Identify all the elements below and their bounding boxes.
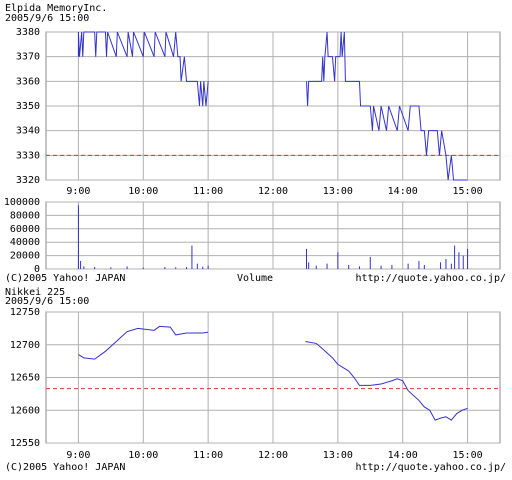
- volume-bar: [407, 263, 409, 269]
- x-tick-label: 14:00: [388, 450, 418, 461]
- volume-bar: [306, 248, 308, 269]
- price-line: [78, 325, 209, 360]
- x-tick-label: 9:00: [66, 450, 90, 461]
- y-tick-label: 12750: [10, 307, 40, 318]
- chart-title: Nikkei 225: [5, 287, 65, 298]
- volume-bar: [77, 205, 79, 269]
- price-line: [77, 31, 209, 107]
- chart-subtitle: 2005/9/6 15:00: [5, 13, 89, 24]
- volume-bar: [308, 262, 310, 269]
- volume-bar: [175, 267, 177, 269]
- x-tick-label: 13:00: [323, 186, 353, 197]
- volume-bar: [462, 255, 464, 269]
- y-tick-label: 3350: [16, 101, 40, 112]
- y-tick-label: 80000: [10, 210, 40, 221]
- volume-bar: [369, 256, 371, 269]
- y-tick-label: 12600: [10, 405, 40, 416]
- x-tick-label: 15:00: [453, 186, 483, 197]
- y-tick-label: 40000: [10, 237, 40, 248]
- volume-bar: [440, 262, 442, 269]
- x-tick-label: 10:00: [128, 450, 158, 461]
- x-tick-label: 15:00: [453, 450, 483, 461]
- y-tick-label: 3330: [16, 150, 40, 161]
- source-url: http://quote.yahoo.co.jp/: [355, 462, 506, 473]
- x-axis-label: Volume: [237, 273, 273, 284]
- y-tick-label: 3360: [16, 76, 40, 87]
- volume-bar: [186, 266, 188, 269]
- volume-bar: [110, 267, 112, 269]
- volume-bar: [358, 266, 360, 269]
- volume-bar: [191, 245, 193, 269]
- volume-bar: [337, 252, 339, 269]
- price-line: [306, 31, 468, 181]
- volume-bar: [83, 266, 85, 269]
- volume-bar: [326, 263, 328, 269]
- volume-bar: [458, 252, 460, 269]
- volume-bar: [454, 245, 456, 269]
- volume-bar: [142, 267, 144, 269]
- volume-bar: [418, 260, 420, 269]
- x-tick-label: 12:00: [258, 186, 288, 197]
- chart-subtitle: 2005/9/6 15:00: [5, 296, 89, 307]
- x-tick-label: 13:00: [323, 450, 353, 461]
- volume-bar: [202, 266, 204, 269]
- y-tick-label: 0: [34, 264, 40, 275]
- volume-bar: [423, 264, 425, 269]
- volume-bar: [80, 260, 82, 269]
- x-tick-label: 12:00: [258, 450, 288, 461]
- y-tick-label: 3340: [16, 126, 40, 137]
- volume-bar: [380, 265, 382, 269]
- copyright: (C)2005 Yahoo! JAPAN: [5, 273, 125, 284]
- volume-bar: [126, 266, 128, 269]
- source-url: http://quote.yahoo.co.jp/: [355, 273, 506, 284]
- y-tick-label: 3320: [16, 175, 40, 186]
- volume-bar: [94, 266, 96, 269]
- x-tick-label: 11:00: [193, 186, 223, 197]
- y-tick-label: 12550: [10, 438, 40, 449]
- volume-bar: [207, 265, 209, 269]
- volume-bar: [450, 263, 452, 269]
- volume-bar: [164, 266, 166, 269]
- volume-bar: [196, 263, 198, 269]
- x-tick-label: 14:00: [388, 186, 418, 197]
- y-tick-label: 20000: [10, 251, 40, 262]
- copyright: (C)2005 Yahoo! JAPAN: [5, 462, 125, 473]
- volume-bar: [391, 264, 393, 269]
- x-tick-label: 9:00: [66, 186, 90, 197]
- y-tick-label: 12650: [10, 373, 40, 384]
- volume-bar: [348, 264, 350, 269]
- y-tick-label: 3380: [16, 27, 40, 38]
- volume-bar: [315, 265, 317, 269]
- y-tick-label: 60000: [10, 224, 40, 235]
- x-tick-label: 11:00: [193, 450, 223, 461]
- x-tick-label: 10:00: [128, 186, 158, 197]
- y-tick-label: 12700: [10, 340, 40, 351]
- y-tick-label: 3370: [16, 52, 40, 63]
- price-line: [305, 340, 468, 421]
- y-tick-label: 100000: [4, 197, 40, 208]
- volume-bar: [445, 258, 447, 269]
- chart-title: Elpida MemoryInc.: [5, 3, 107, 14]
- volume-bar: [467, 248, 469, 269]
